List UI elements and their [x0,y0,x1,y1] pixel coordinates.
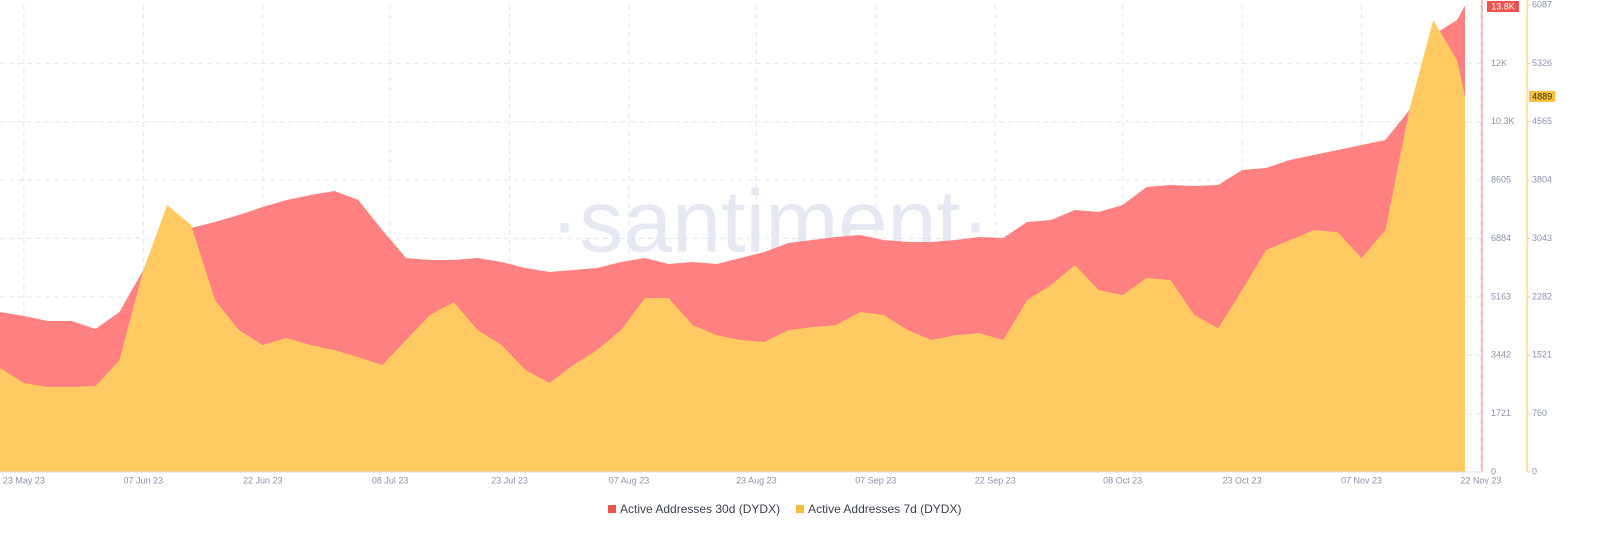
value-badge [1487,1,1519,12]
x-tick-label: 07 Jun 23 [124,475,164,485]
y2-tick-label: 3043 [1532,233,1552,243]
y2-tick-label: 5326 [1532,58,1552,68]
y-tick-label: 3442 [1491,350,1511,360]
x-tick-label: 23 Jul 23 [491,475,528,485]
y-tick-label: 6884 [1491,233,1511,243]
value-label: 13.8K [1491,1,1515,11]
x-tick-label: 07 Aug 23 [609,475,650,485]
y2-tick-label: 4565 [1532,116,1552,126]
value-badge [1529,90,1556,102]
y-tick-label: 1721 [1491,408,1511,418]
y2-tick-label: 2282 [1532,291,1552,301]
x-tick-label: 23 Oct 23 [1223,475,1262,485]
y2-tick-label: 1521 [1532,350,1552,360]
value-label: 4889 [1532,91,1552,101]
y2-tick-label: 3804 [1532,175,1552,185]
legend-swatch [608,505,616,513]
y2-tick-label: 6087 [1532,0,1552,9]
y-tick-label: 0 [1491,466,1496,476]
legend-label: Active Addresses 7d (DYDX) [808,502,961,516]
legend-swatch [796,505,805,513]
x-tick-label: 08 Oct 23 [1103,475,1142,485]
x-tick-label: 07 Sep 23 [855,475,896,485]
y2-tick-label: 0 [1532,466,1537,476]
x-tick-label: 08 Jul 23 [372,475,409,485]
legend-label: Active Addresses 30d (DYDX) [620,502,780,516]
x-tick-label: 22 Nov 23 [1460,475,1501,485]
x-tick-label: 07 Nov 23 [1341,475,1382,485]
x-tick-label: 23 Aug 23 [736,475,777,485]
area [0,20,1465,472]
y-tick-label: 12K [1491,58,1507,68]
y-tick-label: 10.3K [1491,116,1515,126]
x-tick-label: 23 May 23 [3,475,45,485]
x-tick-label: 22 Sep 23 [975,475,1016,485]
y2-tick-label: 760 [1532,408,1547,418]
x-tick-label: 22 Jun 23 [243,475,283,485]
y-tick-label: 8605 [1491,175,1511,185]
y-tick-label: 5163 [1491,291,1511,301]
